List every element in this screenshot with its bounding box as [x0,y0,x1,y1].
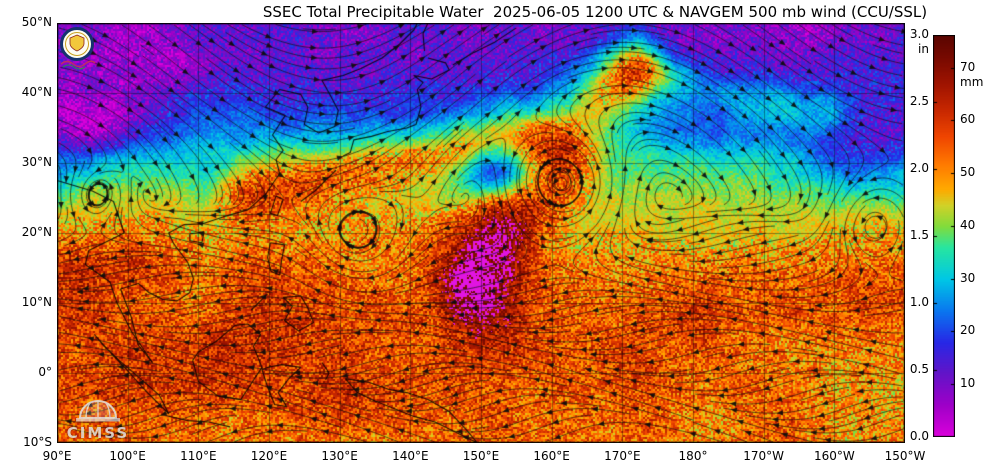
lat-label: 40°N [21,85,52,99]
colorbar-tick-in: 2.0 [909,161,929,175]
ssec-logo [56,25,102,71]
colorbar-tick-in: 0.5 [909,362,929,376]
colorbar-tick-mm: 70 [960,59,976,74]
cimss-watermark: CIMSS [60,390,136,446]
colorbar-unit-in: in [918,42,929,56]
lat-label: 20°N [21,225,52,239]
colorbar-tick-mm: 50 [960,165,976,180]
colorbar-tick-in: 1.0 [909,295,929,309]
cimss-watermark-text: CIMSS [66,424,130,442]
lat-label: 0° [38,365,52,379]
lon-label: 130°E [321,449,358,463]
colorbar-tick-in: 1.5 [909,228,929,242]
lon-label: 140°E [392,449,429,463]
colorbar-tick-mm: 10 [960,376,976,391]
lat-label: 10°S [23,435,52,449]
lon-label: 170°E [604,449,641,463]
colorbar-tick-in: 2.5 [909,94,929,108]
colorbar-tick-mm: 40 [960,217,976,232]
lon-label: 170°W [743,449,785,463]
ssec-logo-icon [60,27,96,70]
figure-title: SSEC Total Precipitable Water 2025-06-05… [262,3,928,21]
colorbar [933,35,955,437]
colorbar-tick-mm: 60 [960,112,976,127]
colorbar-tick-in: 3.0 [909,27,929,41]
lon-label: 110°E [180,449,217,463]
lat-label: 10°N [21,295,52,309]
colorbar-tick-mm: 20 [960,323,976,338]
colorbar-unit-mm: mm [960,74,984,89]
lat-label: 50°N [21,15,52,29]
lon-label: 90°E [42,449,72,463]
lon-label: 120°E [250,449,288,463]
map-canvas [57,23,905,443]
lat-label: 30°N [21,155,52,169]
lon-label: 150°W [884,449,926,463]
lon-label: 180° [678,449,708,463]
lon-label: 160°W [813,449,855,463]
colorbar-tick-in: 0.0 [909,429,929,443]
lon-label: 150°E [462,449,500,463]
colorbar-tick-mm: 30 [960,270,976,285]
lon-label: 100°E [109,449,146,463]
observatory-dome-icon [76,400,120,422]
lon-label: 160°E [533,449,570,463]
